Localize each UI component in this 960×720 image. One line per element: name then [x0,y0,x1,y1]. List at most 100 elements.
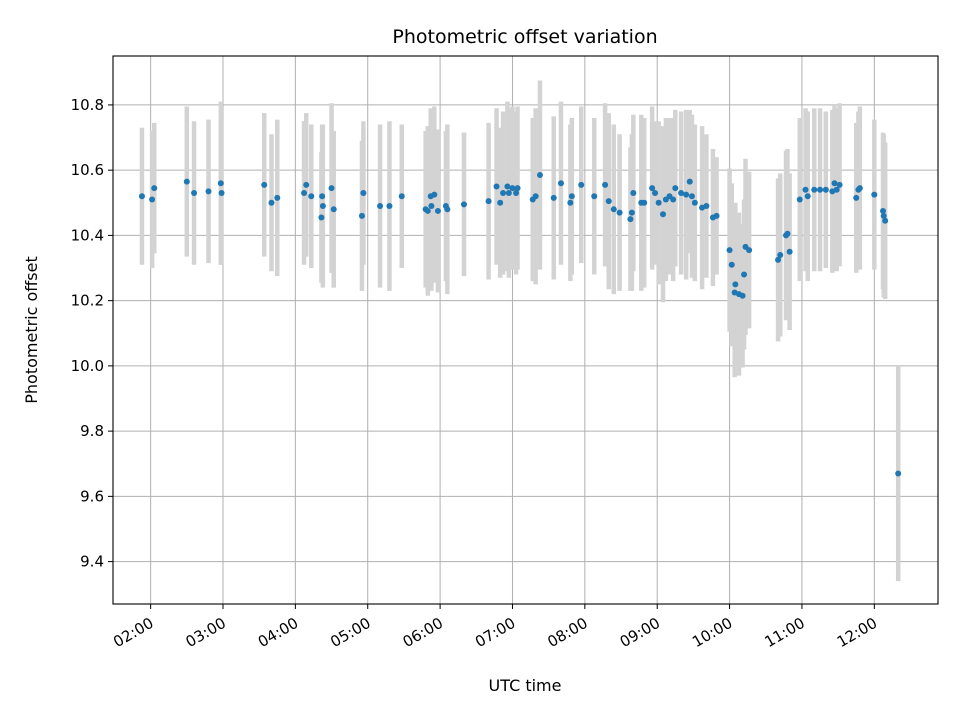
data-point [557,180,564,187]
data-point [880,207,886,214]
data-points [138,172,902,477]
data-point [218,190,225,196]
data-point [784,230,791,237]
data-point [641,199,648,206]
plot-frame [112,55,939,605]
data-point [191,190,198,196]
data-point [713,212,720,219]
data-point [688,193,695,200]
data-point [882,217,889,224]
data-point [428,203,435,210]
data-point [610,206,617,213]
data-point [505,190,512,196]
data-point [358,212,365,219]
data-point [796,196,803,203]
data-point [655,199,662,206]
data-point [303,181,310,188]
y-tick-label: 9.6 [80,487,104,505]
data-point [493,183,500,190]
data-point [880,212,887,219]
data-point [205,188,212,195]
data-point [728,261,735,268]
data-point [424,207,431,214]
data-point [497,199,504,206]
data-point [500,190,507,196]
data-point [460,201,467,208]
data-point [330,206,337,213]
data-point [775,256,782,263]
x-axis-title: UTC time [489,676,562,695]
data-point [811,186,818,193]
data-point [804,193,811,200]
data-point [568,193,575,200]
data-point [138,193,145,200]
y-tick-label: 9.4 [80,553,104,571]
y-axis: 9.4 9.6 9.8 10.0 10.2 10.4 10.6 10.8 [71,96,113,571]
data-point [670,196,677,203]
y-tick-label: 9.8 [80,422,104,440]
data-point [853,194,860,201]
y-tick-label: 10.4 [71,226,104,244]
data-point [532,193,539,200]
data-point [550,194,557,201]
y-axis-title: Photometric offset [22,256,41,404]
data-point [741,271,748,278]
y-tick-label: 10.6 [71,161,104,179]
data-point [627,216,634,223]
data-point [678,190,685,196]
data-point [319,193,326,200]
data-point [777,251,784,258]
data-point [895,470,902,477]
chart-title: Photometric offset variation [392,26,657,48]
data-point [217,180,224,187]
data-point [683,191,690,198]
data-point [149,196,156,203]
data-point [183,178,190,185]
data-point [377,203,384,210]
data-point [360,190,367,196]
data-point [261,181,268,188]
data-point [434,207,441,214]
data-point [605,198,612,205]
data-point [602,181,609,188]
data-point [485,198,492,205]
data-point [802,186,809,193]
y-tick-label: 10.2 [71,292,104,310]
data-point [151,185,158,192]
data-point [319,203,326,210]
data-point [726,247,733,254]
data-point [431,191,438,198]
data-point [308,193,315,200]
data-point [328,185,335,192]
data-point [504,183,511,190]
data-point [591,193,598,200]
data-point [578,181,585,188]
data-point [301,190,308,196]
data-point [649,185,656,192]
data-point [871,191,878,198]
data-point [856,185,863,192]
data-point [514,185,521,192]
data-point [628,209,635,216]
data-point [822,186,829,193]
data-point [746,247,753,254]
data-point [831,180,838,187]
data-point [513,190,520,196]
data-point [691,199,698,206]
data-point [739,292,746,299]
data-point [318,214,325,221]
data-point [660,211,666,218]
data-point [386,203,393,210]
data-point [652,190,659,196]
data-point [509,185,516,192]
data-point [703,203,710,210]
data-point [274,194,281,201]
data-point [630,190,637,196]
data-point [672,185,679,192]
data-point [268,199,275,206]
data-point [444,206,451,213]
data-point [398,193,405,200]
data-point [836,181,843,188]
data-point [616,209,623,216]
